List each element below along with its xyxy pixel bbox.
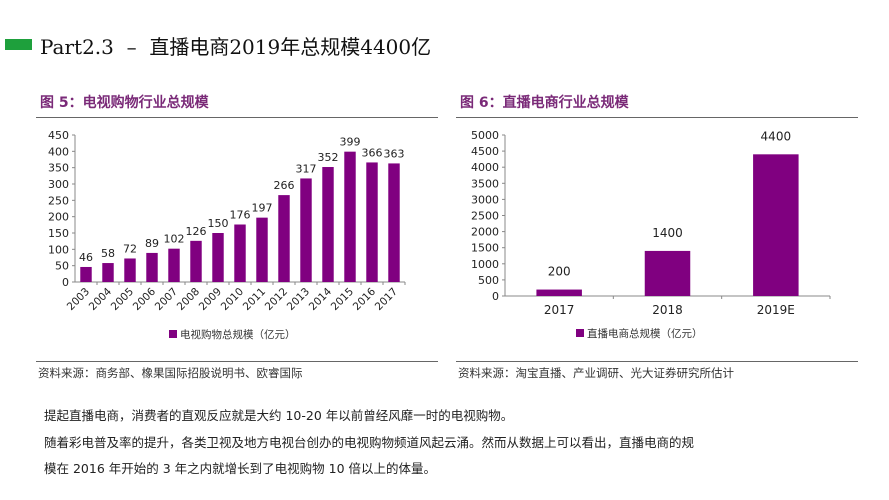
data-label: 399 — [340, 136, 361, 149]
y-tick-label: 0 — [492, 290, 499, 303]
y-tick-label: 1000 — [471, 258, 499, 271]
chart-title: 图 5：电视购物行业总规模 — [40, 95, 209, 111]
source-note: 资料来源：淘宝直播、产业调研、光大证券研究所估计 — [458, 366, 734, 380]
x-tick-label: 2012 — [263, 286, 290, 313]
body-text-line: 提起直播电商，消费者的直观反应就是大约 10-20 年以前曾经风靡一时的电视购物… — [44, 408, 514, 423]
bar — [102, 263, 114, 282]
data-label: 366 — [362, 146, 383, 159]
y-tick-label: 150 — [48, 227, 69, 240]
y-tick-label: 500 — [478, 274, 499, 287]
bar — [344, 151, 356, 282]
data-label: 89 — [145, 237, 159, 250]
bar-chart: 0 50 100 150 200 250 300 350 400 450 46 2003 58 2004 7… — [48, 129, 406, 341]
x-tick-label: 2016 — [351, 285, 379, 313]
bar — [322, 167, 334, 282]
bar — [278, 195, 290, 282]
x-tick-label: 2018 — [652, 303, 683, 317]
y-tick-label: 2000 — [471, 226, 499, 239]
y-tick-label: 50 — [55, 260, 69, 273]
bar — [388, 163, 400, 282]
bar — [234, 224, 246, 282]
bar — [644, 250, 691, 296]
y-tick-label: 4500 — [471, 145, 499, 158]
data-label: 363 — [384, 147, 405, 160]
data-label: 150 — [208, 217, 229, 230]
divider — [36, 117, 438, 118]
x-tick-label: 2011 — [241, 286, 268, 313]
x-tick-label: 2005 — [109, 286, 136, 313]
bar — [168, 248, 180, 282]
x-tick-label: 2017 — [544, 303, 575, 317]
data-label: 200 — [548, 265, 571, 279]
data-label: 102 — [164, 233, 185, 246]
x-tick-label: 2017 — [373, 286, 400, 313]
y-tick-label: 350 — [48, 162, 69, 175]
y-tick-label: 3000 — [471, 193, 499, 206]
chart-panel-tv-shopping: 图 5：电视购物行业总规模 0 50 100 150 200 250 300 350 400 45… — [36, 88, 438, 384]
y-tick-label: 2500 — [471, 210, 499, 223]
x-tick-label: 2015 — [329, 286, 356, 313]
x-tick-label: 2008 — [175, 286, 202, 313]
chart-panel-live-commerce: 图 6：直播电商行业总规模 0 500 1000 1500 2000 2500 3000 35… — [456, 88, 858, 384]
legend-swatch — [576, 329, 584, 337]
x-tick-label: 2009 — [197, 286, 224, 313]
divider — [456, 361, 858, 362]
y-tick-label: 5000 — [471, 129, 499, 142]
y-tick-label: 250 — [48, 194, 69, 207]
y-tick-label: 3500 — [471, 177, 499, 190]
bar — [146, 252, 158, 282]
data-label: 126 — [186, 225, 207, 238]
source-note: 资料来源：商务部、橡果国际招股说明书、欧睿国际 — [38, 366, 303, 380]
divider — [456, 117, 858, 118]
bar — [190, 240, 202, 282]
bar — [536, 289, 582, 296]
y-tick-label: 450 — [48, 129, 69, 142]
y-tick-label: 400 — [48, 145, 69, 158]
bar — [124, 258, 136, 282]
data-label: 317 — [296, 162, 317, 175]
x-tick-label: 2007 — [153, 286, 180, 313]
legend-label: 电视购物总规模（亿元） — [180, 328, 296, 341]
x-tick-label: 2003 — [65, 286, 92, 313]
data-label: 176 — [230, 209, 251, 222]
data-label: 72 — [123, 242, 137, 255]
body-text-line: 随着彩电普及率的提升，各类卫视及地方电视台创办的电视购物频道风起云涌。然而从数据… — [44, 435, 695, 450]
page-title: Part2.3 – 直播电商2019年总规模4400亿 — [40, 35, 432, 59]
legend-swatch — [169, 330, 177, 338]
data-label: 4400 — [761, 129, 792, 143]
bar — [212, 233, 224, 282]
y-tick-label: 4000 — [471, 161, 499, 174]
x-tick-label: 2010 — [219, 286, 246, 313]
x-tick-label: 2013 — [285, 286, 312, 313]
y-tick-label: 1500 — [471, 242, 499, 255]
bar — [753, 154, 799, 296]
y-tick-label: 300 — [48, 178, 69, 191]
data-label: 58 — [101, 247, 115, 260]
bar — [80, 266, 92, 282]
x-tick-label: 2019E — [757, 303, 795, 317]
bar — [366, 162, 378, 282]
data-label: 1400 — [652, 226, 683, 240]
y-tick-label: 0 — [62, 276, 69, 289]
y-tick-label: 100 — [48, 243, 69, 256]
bar — [300, 178, 312, 282]
bar-chart: 0 500 1000 1500 2000 2500 3000 3500 4000 4500 5000… — [471, 129, 831, 340]
body-text-line: 模在 2016 年开始的 3 年之内就增长到了电视购物 10 倍以上的体量。 — [44, 461, 437, 476]
x-tick-label: 2004 — [87, 285, 115, 313]
x-tick-label: 2014 — [307, 285, 335, 313]
data-label: 46 — [79, 251, 93, 264]
divider — [36, 361, 438, 362]
legend-label: 直播电商总规模（亿元） — [587, 327, 703, 340]
bar — [256, 217, 268, 282]
x-tick-label: 2006 — [131, 285, 159, 313]
title-accent-bar — [5, 39, 32, 50]
data-label: 266 — [274, 179, 295, 192]
y-tick-label: 200 — [48, 211, 69, 224]
chart-title: 图 6：直播电商行业总规模 — [460, 95, 629, 111]
data-label: 197 — [252, 202, 273, 215]
data-label: 352 — [318, 151, 339, 164]
